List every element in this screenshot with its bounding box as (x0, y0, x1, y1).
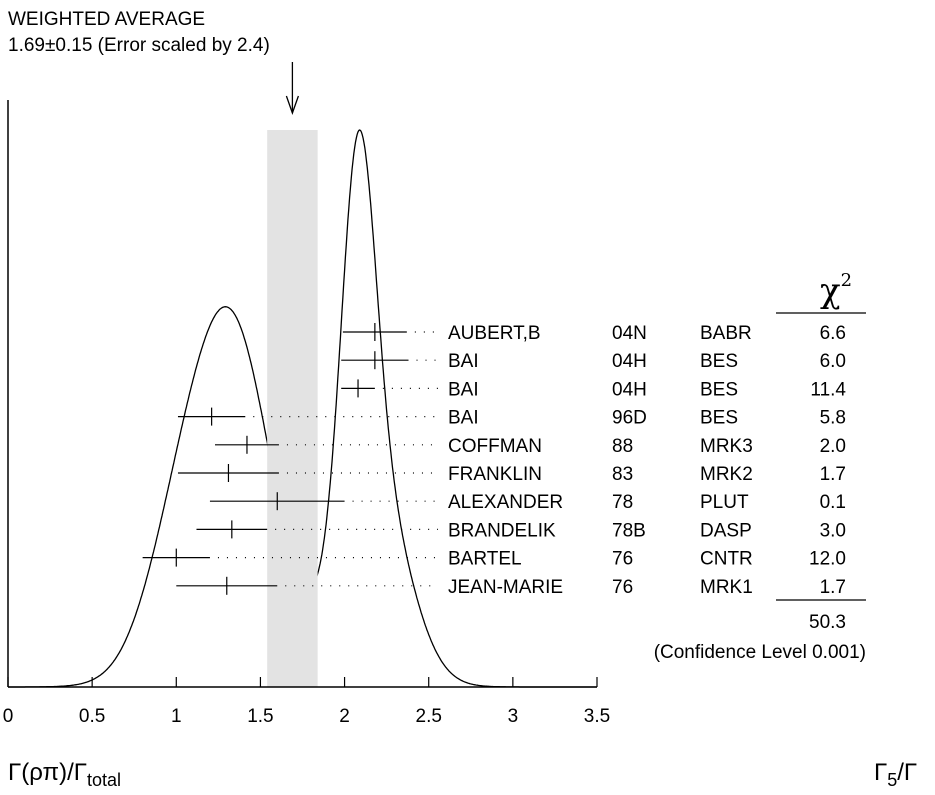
x-tick-label: 3 (508, 706, 519, 727)
measurement-experiment: MRK1 (700, 577, 753, 598)
chi2-header: χ2 (820, 270, 852, 311)
measurement-name: AUBERT,B (448, 323, 541, 344)
measurement-year: 76 (612, 549, 633, 570)
ratio-main: Γ (874, 759, 887, 786)
measurement-year: 76 (612, 577, 633, 598)
measurement-chi2: 3.0 (820, 520, 846, 541)
measurement-chi2: 1.7 (820, 577, 846, 598)
measurement-chi2: 0.1 (820, 492, 846, 513)
chart-subtitle: 1.69±0.15 (Error scaled by 2.4) (8, 35, 270, 56)
measurement-name: ALEXANDER (448, 492, 563, 513)
measurement-name: COFFMAN (448, 436, 542, 457)
measurement-experiment: BES (700, 408, 738, 429)
average-band (267, 130, 318, 687)
measurement-experiment: BES (700, 379, 738, 400)
measurement-year: 88 (612, 436, 633, 457)
chi2-total: 50.3 (809, 612, 846, 633)
x-label-main: Γ(ρπ)/Γ (8, 759, 87, 786)
measurement-chi2: 2.0 (820, 436, 846, 457)
x-label-sub: total (87, 770, 121, 790)
measurement-name: BARTEL (448, 549, 522, 570)
x-tick-label: 1 (171, 706, 182, 727)
measurement-year: 78B (612, 520, 646, 541)
measurement-year: 04H (612, 351, 647, 372)
chi2-symbol: χ (820, 271, 841, 311)
x-axis-label: Γ(ρπ)/Γtotal (8, 759, 121, 790)
x-tick-label: 0.5 (79, 706, 105, 727)
measurement-year: 04N (612, 323, 647, 344)
measurement-experiment: CNTR (700, 549, 753, 570)
measurement-experiment: BABR (700, 323, 752, 344)
measurement-experiment: DASP (700, 520, 752, 541)
measurement-experiment: MRK3 (700, 436, 753, 457)
measurement-chi2: 5.8 (820, 408, 846, 429)
chi2-sup: 2 (841, 270, 852, 291)
x-tick-label: 1.5 (247, 706, 273, 727)
measurement-name: BRANDELIK (448, 520, 556, 541)
x-tick-label: 2 (339, 706, 350, 727)
ratio-tail: /Γ (897, 759, 917, 786)
measurement-experiment: MRK2 (700, 464, 753, 485)
chart-title: WEIGHTED AVERAGE (8, 9, 205, 30)
confidence-level: (Confidence Level 0.001) (654, 642, 866, 663)
measurement-year: 04H (612, 379, 647, 400)
measurement-chi2: 12.0 (809, 549, 846, 570)
measurement-experiment: PLUT (700, 492, 749, 513)
measurement-chi2: 1.7 (820, 464, 846, 485)
measurement-chi2: 11.4 (810, 379, 846, 400)
x-tick-label: 2.5 (416, 706, 442, 727)
measurement-year: 83 (612, 464, 633, 485)
measurement-name: BAI (448, 379, 479, 400)
ratio-sub: 5 (887, 770, 897, 790)
x-tick-label: 3.5 (584, 706, 610, 727)
measurement-year: 78 (612, 492, 633, 513)
measurement-year: 96D (612, 408, 647, 429)
measurement-name: JEAN-MARIE (448, 577, 563, 598)
x-tick-label: 0 (3, 706, 14, 727)
measurement-name: BAI (448, 351, 479, 372)
measurement-name: FRANKLIN (448, 464, 542, 485)
measurement-experiment: BES (700, 351, 738, 372)
ratio-label: Γ5/Γ (874, 759, 917, 790)
measurement-chi2: 6.0 (820, 351, 846, 372)
measurement-name: BAI (448, 408, 479, 429)
measurement-chi2: 6.6 (820, 323, 846, 344)
